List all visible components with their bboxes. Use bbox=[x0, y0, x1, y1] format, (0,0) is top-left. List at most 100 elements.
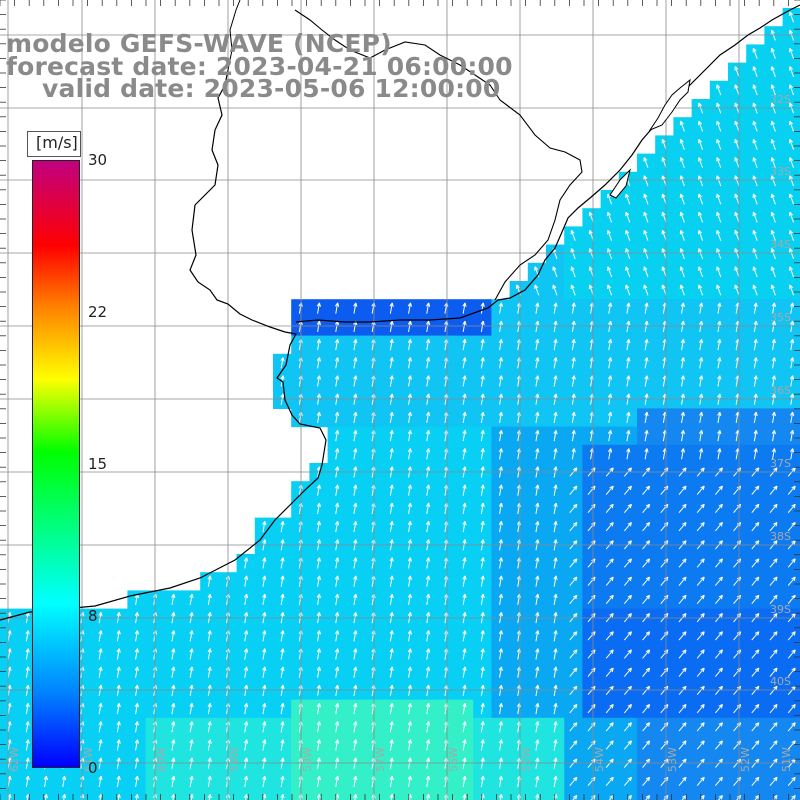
wind-arrow bbox=[643, 248, 649, 260]
wind-speed-cells bbox=[0, 8, 800, 800]
colorbar bbox=[32, 160, 80, 768]
wind-arrow bbox=[643, 266, 649, 278]
latitude-label: 40S bbox=[770, 675, 791, 688]
wind-arrow bbox=[771, 357, 776, 369]
wind-arrow bbox=[698, 302, 704, 314]
wind-arrow bbox=[788, 193, 795, 205]
wind-arrow bbox=[661, 193, 667, 205]
wind-arrow bbox=[788, 175, 795, 187]
wind-arrow bbox=[571, 338, 576, 351]
wind-arrow bbox=[316, 357, 321, 369]
wind-arrow bbox=[480, 302, 485, 314]
wind-arrow bbox=[389, 411, 394, 424]
wind-arrow bbox=[643, 211, 649, 223]
wind-cell bbox=[673, 790, 693, 800]
wind-arrow bbox=[606, 284, 613, 296]
wind-arrow bbox=[498, 411, 503, 424]
wind-arrow bbox=[425, 357, 431, 369]
longitude-label: 62W bbox=[8, 747, 21, 772]
wind-arrow bbox=[334, 375, 340, 387]
wind-arrow bbox=[625, 193, 631, 205]
wind-arrow bbox=[697, 211, 704, 223]
wind-arrow bbox=[752, 266, 758, 278]
wind-arrow bbox=[643, 193, 649, 205]
wind-arrow bbox=[535, 338, 540, 351]
wind-arrow bbox=[389, 320, 394, 333]
wind-arrow bbox=[680, 338, 685, 351]
wind-arrow bbox=[752, 193, 758, 205]
wind-arrow bbox=[679, 266, 685, 278]
wind-arrow bbox=[717, 338, 722, 351]
wind-arrow bbox=[570, 284, 576, 296]
wind-arrow bbox=[606, 266, 613, 278]
wind-arrow bbox=[679, 193, 685, 205]
wind-arrow bbox=[316, 302, 321, 314]
wind-arrow bbox=[661, 284, 667, 296]
wind-arrow bbox=[425, 302, 431, 314]
wind-cell bbox=[564, 790, 583, 800]
wind-arrow bbox=[644, 338, 649, 351]
wind-arrow bbox=[643, 229, 649, 241]
wind-arrow bbox=[698, 375, 704, 387]
wind-arrow bbox=[389, 375, 394, 387]
wind-arrow bbox=[789, 357, 795, 369]
wind-arrow bbox=[698, 357, 704, 369]
wind-arrow bbox=[771, 320, 776, 333]
wind-arrow bbox=[770, 157, 776, 169]
wind-arrow bbox=[626, 320, 631, 333]
wind-arrow bbox=[698, 320, 704, 333]
wind-arrow bbox=[788, 47, 795, 59]
wind-arrow bbox=[680, 302, 685, 314]
wind-arrow bbox=[789, 375, 795, 387]
wind-arrow bbox=[770, 284, 776, 296]
wind-arrow bbox=[353, 338, 358, 351]
wind-cell bbox=[709, 790, 729, 800]
wind-arrow bbox=[571, 320, 576, 333]
wind-cell bbox=[600, 790, 620, 800]
wind-arrow bbox=[607, 302, 613, 314]
wind-arrow bbox=[788, 84, 795, 96]
wind-arrow bbox=[534, 284, 540, 296]
wind-arrow bbox=[570, 229, 576, 241]
wind-arrow bbox=[571, 357, 576, 369]
wind-arrow bbox=[716, 229, 722, 241]
wind-arrow bbox=[407, 357, 412, 369]
wind-arrow bbox=[462, 375, 467, 387]
wind-arrow bbox=[734, 229, 740, 241]
wind-arrow bbox=[661, 175, 667, 187]
wind-arrow bbox=[789, 320, 795, 333]
wind-arrow bbox=[644, 302, 649, 314]
wind-arrow bbox=[752, 157, 758, 169]
wind-arrow bbox=[752, 284, 758, 296]
wind-arrow bbox=[770, 120, 776, 132]
wind-arrow bbox=[716, 175, 722, 187]
wind-arrow bbox=[280, 357, 285, 369]
wind-arrow bbox=[716, 284, 722, 296]
colorbar-tick-30: 30 bbox=[88, 151, 108, 169]
wind-arrow bbox=[734, 175, 740, 187]
wind-arrow bbox=[498, 320, 503, 333]
wind-arrow bbox=[752, 120, 758, 132]
wind-arrow bbox=[680, 357, 685, 369]
wind-arrow bbox=[553, 357, 558, 369]
wind-arrow bbox=[788, 11, 795, 23]
wind-arrow bbox=[734, 266, 740, 278]
wind-arrow bbox=[389, 357, 394, 369]
wind-arrow bbox=[643, 284, 649, 296]
wind-cell bbox=[746, 790, 765, 800]
wind-arrow bbox=[407, 320, 412, 333]
wind-arrow bbox=[425, 320, 431, 333]
wind-arrow bbox=[644, 375, 649, 387]
wind-arrow bbox=[480, 375, 485, 387]
wind-arrow bbox=[788, 66, 795, 78]
wind-arrow bbox=[498, 375, 503, 387]
wind-arrow bbox=[480, 357, 485, 369]
wind-arrow bbox=[734, 284, 740, 296]
wind-arrow bbox=[770, 84, 776, 96]
latitude-label: 36S bbox=[770, 384, 791, 397]
wind-arrow bbox=[552, 284, 558, 296]
wind-arrow bbox=[607, 338, 613, 351]
wind-arrow bbox=[334, 338, 340, 351]
wind-arrow bbox=[389, 338, 394, 351]
latitude-label: 35S bbox=[770, 311, 791, 324]
